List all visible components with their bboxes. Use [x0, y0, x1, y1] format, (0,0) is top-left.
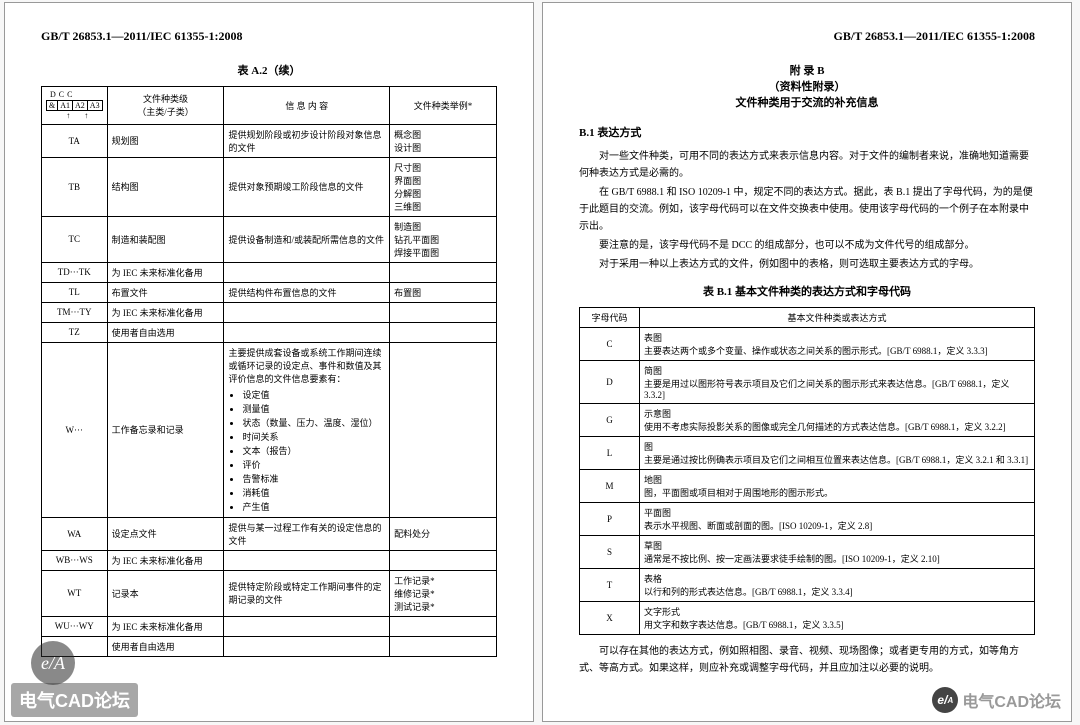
table-row: G示意图 使用不考虑实际投影关系的图像或完全几何描述的方式表达信息。[GB/T … [580, 404, 1035, 437]
dcc-diagram: D C C & A1 A2 A3 ↑ ↑ [46, 90, 103, 121]
table-row: W···工作备忘录和记录主要提供成套设备或系统工作期间连续或循环记录的设定点、事… [42, 342, 497, 517]
table-row: WB···WS为 IEC 未来标准化备用 [42, 550, 497, 570]
appendix-line3: 文件种类用于交流的补充信息 [579, 94, 1035, 110]
right-table-caption: 表 B.1 基本文件种类的表达方式和字母代码 [579, 283, 1035, 299]
th-dcc: D C C & A1 A2 A3 ↑ ↑ [42, 87, 108, 125]
table-a2: D C C & A1 A2 A3 ↑ ↑ 文件种类级 （主类/子类） [41, 86, 497, 657]
th-b-code: 字母代码 [580, 308, 640, 328]
table-row: TM···TY为 IEC 未来标准化备用 [42, 302, 497, 322]
table-row: T表格 以行和列的形式表达信息。[GB/T 6988.1，定义 3.3.4] [580, 569, 1035, 602]
table-row: S草图 通常是不按比例、按一定画法要求徒手绘制的图。[ISO 10209-1，定… [580, 536, 1035, 569]
appendix-line2: （资料性附录） [579, 78, 1035, 94]
table-b1: 字母代码 基本文件种类或表达方式 C表图 主要表达两个或多个变量、操作或状态之间… [579, 307, 1035, 635]
section-b1: B.1 表达方式 [579, 124, 1035, 140]
table-row: TL布置文件提供结构件布置信息的文件布置图 [42, 282, 497, 302]
table-row: D简图 主要是用过以图形符号表示项目及它们之间关系的图示形式来表达信息。[GB/… [580, 361, 1035, 404]
table-row: TD···TK为 IEC 未来标准化备用 [42, 262, 497, 282]
body-paragraph: 在 GB/T 6988.1 和 ISO 10209-1 中，规定不同的表达方式。… [579, 184, 1035, 235]
body-paragraph: 对于采用一种以上表达方式的文件，例如图中的表格，则可选取主要表达方式的字母。 [579, 256, 1035, 273]
body-paragraph: 要注意的是，该字母代码不是 DCC 的组成部分，也可以不成为文件代号的组成部分。 [579, 237, 1035, 254]
body-paragraphs: 对一些文件种类，可用不同的表达方式来表示信息内容。对于文件的编制者来说，准确地知… [579, 148, 1035, 273]
table-row: WU···WY为 IEC 未来标准化备用 [42, 616, 497, 636]
watermark-right-icon: e/A [932, 687, 958, 713]
table-row: WT记录本提供特定阶段或特定工作期间事件的定期记录的文件工作记录* 维修记录* … [42, 570, 497, 616]
th-example: 文件种类举例* [390, 87, 497, 125]
table-row: P平面图 表示水平视图、断面或剖面的图。[ISO 10209-1，定义 2.8] [580, 503, 1035, 536]
table-row: C表图 主要表达两个或多个变量、操作或状态之间关系的图示形式。[GB/T 698… [580, 328, 1035, 361]
table-row: TZ使用者自由选用 [42, 322, 497, 342]
table-row: M地图 图，平面图或项目相对于周围地形的图示形式。 [580, 470, 1035, 503]
table-row: 使用者自由选用 [42, 636, 497, 656]
watermark-right: e/A 电气CAD论坛 [932, 687, 1061, 713]
watermark-left-text: 电气CAD论坛 [11, 683, 138, 717]
table-row: L图 主要是通过按比例确表示项目及它们之间相互位置来表达信息。[GB/T 698… [580, 437, 1035, 470]
table-row: TB结构图提供对象预期竣工阶段信息的文件尺寸图 界面图 分解图 三维图 [42, 157, 497, 216]
appendix-line1: 附 录 B [579, 62, 1035, 78]
body-paragraph: 对一些文件种类，可用不同的表达方式来表示信息内容。对于文件的编制者来说，准确地知… [579, 148, 1035, 182]
page-right: GB/T 26853.1—2011/IEC 61355-1:2008 附 录 B… [542, 2, 1072, 722]
th-kind: 文件种类级 （主类/子类） [107, 87, 224, 125]
watermark-circle-icon: e/A [31, 641, 75, 685]
page-left: GB/T 26853.1—2011/IEC 61355-1:2008 表 A.2… [4, 2, 534, 722]
table-row: X文字形式 用文字和数字表达信息。[GB/T 6988.1，定义 3.3.5] [580, 602, 1035, 635]
th-b-desc: 基本文件种类或表达方式 [640, 308, 1035, 328]
th-info: 信 息 内 容 [224, 87, 390, 125]
standard-number-left: GB/T 26853.1—2011/IEC 61355-1:2008 [41, 29, 497, 44]
standard-number-right: GB/T 26853.1—2011/IEC 61355-1:2008 [579, 29, 1035, 44]
table-row: TA规划图提供规划阶段或初步设计阶段对象信息的文件概念图 设计图 [42, 124, 497, 157]
table-row: WA设定点文件提供与某一过程工作有关的设定信息的文件配料处分 [42, 517, 497, 550]
table-row: TC制造和装配图提供设备制造和/或装配所需信息的文件制造图 钻孔平面图 焊接平面… [42, 216, 497, 262]
right-foot-para: 可以存在其他的表达方式，例如照相图、录音、视频、现场图像；或者更专用的方式，如等… [579, 643, 1035, 677]
left-table-caption: 表 A.2（续） [41, 62, 497, 78]
